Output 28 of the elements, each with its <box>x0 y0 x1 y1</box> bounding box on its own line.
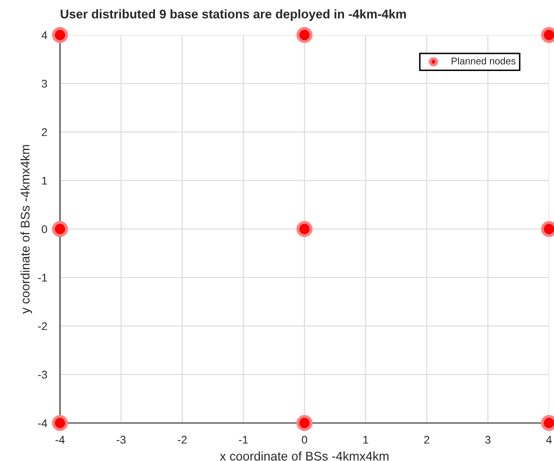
x-axis-title: x coordinate of BSs -4kmx4km <box>220 451 388 461</box>
x-tick-label: -4 <box>56 436 65 444</box>
y-tick-label: -4 <box>38 419 48 428</box>
x-tick-label: -2 <box>178 436 187 444</box>
x-tick-label: -1 <box>238 436 248 444</box>
x-tick-label: 0 <box>302 436 308 444</box>
point <box>52 415 68 431</box>
point <box>52 27 68 43</box>
x-tick-label: 4 <box>546 436 552 444</box>
y-tick-label: 0 <box>42 225 48 234</box>
y-tick-label: 2 <box>42 128 47 136</box>
x-tick-label: 3 <box>485 436 490 444</box>
point <box>52 221 68 237</box>
y-tick-label: -3 <box>38 370 48 379</box>
y-tick-label: 1 <box>42 176 47 185</box>
y-tick-label: 4 <box>42 31 48 40</box>
y-tick-label: 3 <box>42 80 48 88</box>
y-tick-label: -2 <box>38 322 47 330</box>
point <box>296 27 312 43</box>
x-tick-label: 2 <box>424 436 430 444</box>
chart-title: User distributed 9 base stations are deployed in -4km-4km <box>60 9 406 21</box>
x-tick-label: 1 <box>363 436 368 444</box>
point <box>296 221 312 237</box>
legend-label: Planned nodes <box>452 57 516 64</box>
x-tick-label: -3 <box>116 436 126 444</box>
y-axis-title: y coordinate of BSs -4kmx4km <box>20 145 32 314</box>
point <box>296 415 312 431</box>
y-tick-label: -1 <box>38 274 47 282</box>
